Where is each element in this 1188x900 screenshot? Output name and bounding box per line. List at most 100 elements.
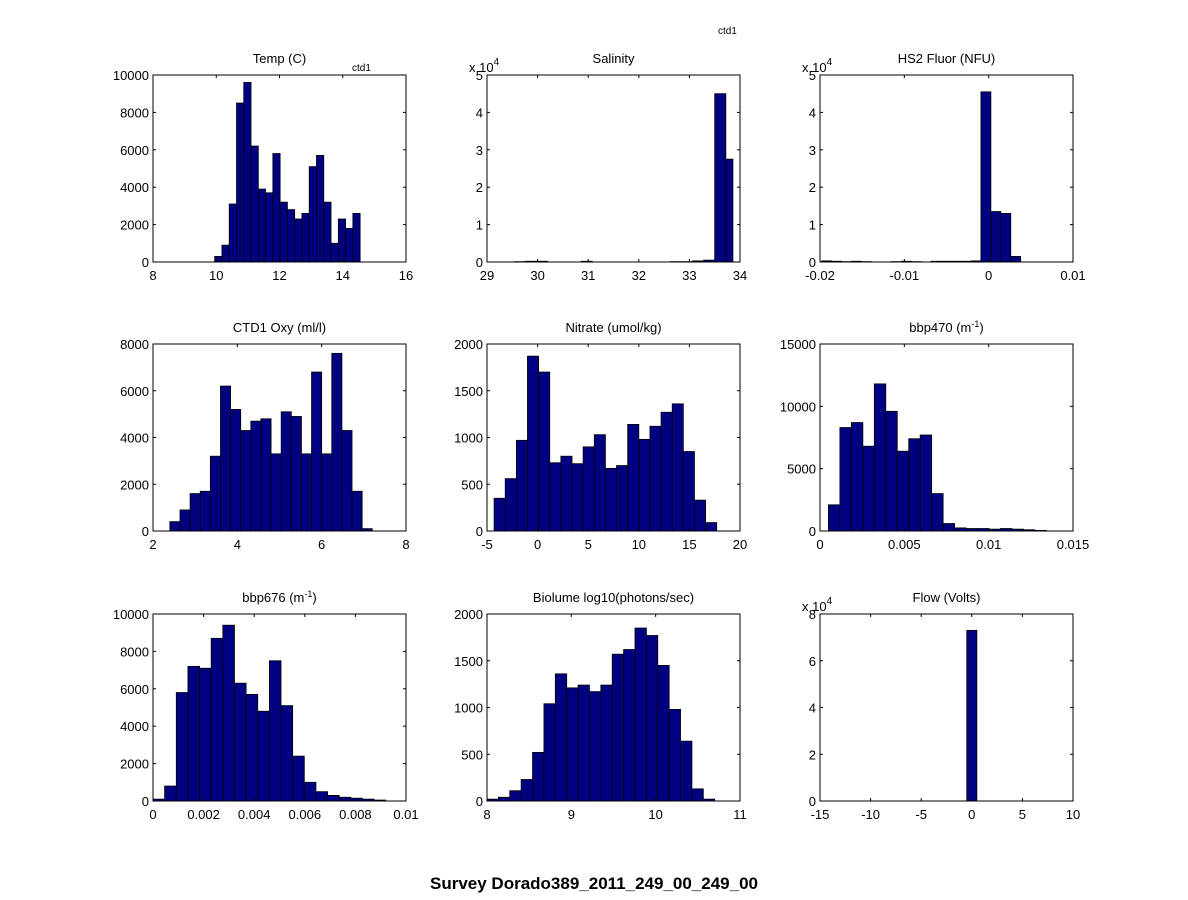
histogram-bar [589, 691, 602, 802]
y-tick-label: 500 [461, 477, 483, 492]
x-tick-label: 0.006 [289, 807, 322, 822]
y-tick-label: 2000 [120, 218, 149, 233]
y-exponent-label: x 104 [802, 57, 833, 75]
histogram-bar [680, 740, 693, 802]
y-tick-label: 500 [461, 747, 483, 762]
x-tick-label: 14 [336, 268, 350, 283]
histogram-bar [605, 467, 617, 532]
y-tick-label: 8000 [120, 337, 149, 352]
x-tick-label: 8 [483, 807, 490, 822]
x-tick-label: -5 [481, 537, 493, 552]
histogram-panel-1: 8 10 12 14 16 0 2000 4000 6000 8000 10000 Temp (C) [113, 51, 413, 283]
histogram-bar [497, 796, 511, 802]
x-tick-label: 11 [733, 807, 747, 822]
histogram-bar [527, 355, 540, 532]
y-tick-label: 1 [809, 218, 816, 233]
title-superscript: -1 [304, 589, 312, 599]
x-tick-label: -0.02 [805, 268, 835, 283]
y-tick-label: 2 [809, 180, 816, 195]
panel-title: Temp (C) [253, 51, 306, 66]
y-tick-label: 6 [809, 654, 816, 669]
histogram-bar [230, 409, 242, 532]
y-tick-label: 2000 [454, 607, 483, 622]
x-tick-label: -0.01 [890, 268, 920, 283]
axes-box [819, 74, 1074, 263]
x-tick-label: 34 [733, 268, 747, 283]
y-exponent-power: 4 [827, 57, 833, 68]
histogram-bar [330, 242, 339, 263]
histogram-bar [593, 434, 606, 532]
y-tick-label: 1 [476, 218, 483, 233]
histogram-bar [250, 420, 262, 532]
panel-title: Biolume log10(photons/sec) [533, 590, 694, 605]
y-tick-label: 5000 [787, 462, 816, 477]
x-tick-label: 31 [581, 268, 595, 283]
x-tick-label: -10 [861, 807, 880, 822]
histogram-bar [280, 411, 292, 532]
bars [513, 93, 734, 263]
bars [169, 352, 373, 532]
histogram-bar [189, 493, 201, 532]
y-tick-label: 10000 [113, 607, 149, 622]
histogram-bar [270, 453, 282, 532]
bars [828, 383, 1047, 532]
histogram-bar [220, 385, 231, 532]
histogram-bar [509, 790, 522, 802]
histogram-bar [209, 455, 221, 532]
x-tick-label: 0.004 [238, 807, 271, 822]
histogram-bar [566, 687, 579, 802]
x-tick-label: 2 [149, 537, 156, 552]
y-tick-label: 4 [809, 105, 816, 120]
x-tick-label: 4 [234, 537, 241, 552]
y-tick-label: 10000 [780, 399, 816, 414]
y-exponent-power: 4 [494, 57, 500, 68]
histogram-bar [265, 192, 274, 263]
histogram-bar [873, 383, 887, 532]
histogram-bar [554, 673, 568, 802]
histogram-bar [240, 430, 252, 532]
histogram-bar [638, 438, 651, 532]
y-tick-label: 2 [809, 747, 816, 762]
x-tick-label: 8 [402, 537, 409, 552]
y-tick-label: 1500 [454, 654, 483, 669]
x-tick-label: 0.008 [339, 807, 372, 822]
x-tick-label: 30 [530, 268, 544, 283]
y-tick-label: 8 [809, 607, 816, 622]
histogram-bar [571, 463, 584, 532]
histogram-bar [493, 497, 506, 532]
histogram-bar [520, 779, 533, 802]
y-tick-label: 1000 [454, 431, 483, 446]
panel-title: Nitrate (umol/kg) [565, 320, 661, 335]
histogram-bar [623, 649, 636, 802]
y-exponent-label: x 104 [469, 57, 500, 75]
histogram-bar [257, 188, 266, 263]
title-tail: ) [979, 320, 983, 335]
histogram-bar [301, 212, 310, 263]
y-tick-label: 0 [142, 524, 149, 539]
histogram-bar [327, 794, 340, 802]
x-tick-label: -5 [915, 807, 927, 822]
y-tick-label: 4 [476, 105, 483, 120]
axes-box [152, 613, 407, 802]
x-tick-label: 0.01 [393, 807, 418, 822]
histogram-bar [504, 478, 517, 532]
histogram-bar [560, 455, 573, 532]
histogram-bar [352, 212, 361, 263]
y-tick-label: 8000 [120, 105, 149, 120]
histogram-bar [250, 145, 259, 263]
histogram-panel-6: 0 0.005 0.01 0.015 0 5000 10000 15000 bbp470 (m-… [780, 319, 1089, 552]
histogram-bar [694, 499, 706, 532]
histogram-bar [966, 629, 978, 802]
histogram-bar [234, 682, 247, 802]
histogram-bar [582, 446, 595, 532]
histogram-bar [682, 451, 695, 532]
histogram-bar [919, 434, 933, 532]
histogram-bar [600, 684, 613, 802]
x-tick-label: 32 [632, 268, 646, 283]
histogram-bar [515, 439, 528, 532]
bars [493, 355, 718, 532]
y-tick-label: 4 [809, 701, 816, 716]
y-tick-label: 3 [476, 143, 483, 158]
histogram-bar [287, 209, 296, 263]
